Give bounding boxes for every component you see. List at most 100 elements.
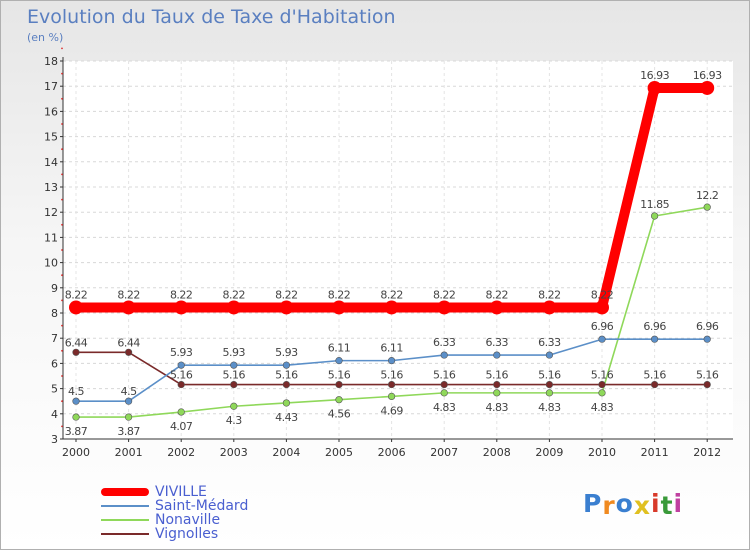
data-point xyxy=(437,300,452,315)
chart-subtitle: (en %) xyxy=(27,31,64,44)
data-label: 8.22 xyxy=(65,288,88,301)
y-tick-label: 7 xyxy=(51,332,58,345)
data-label: 6.96 xyxy=(643,320,666,333)
legend-item-vignolles: Vignolles xyxy=(101,527,248,541)
logo-letter: o xyxy=(615,489,634,518)
data-label: 5.16 xyxy=(538,369,561,382)
x-tick-label: 2002 xyxy=(167,446,195,459)
data-point xyxy=(440,389,448,397)
y-tick-label: 11 xyxy=(44,231,58,244)
y-minor-tick xyxy=(61,400,63,403)
y-minor-tick xyxy=(61,173,63,176)
data-label: 4.3 xyxy=(226,414,242,427)
y-tick-label: 8 xyxy=(51,307,58,320)
data-point xyxy=(595,300,609,315)
x-tick-label: 2008 xyxy=(483,446,511,459)
legend-swatch-nonaville xyxy=(101,519,149,521)
legend: VIVILLE Saint-Médard Nonaville Vignolles xyxy=(101,485,248,541)
data-label: 4.43 xyxy=(275,411,298,424)
y-tick-label: 17 xyxy=(44,80,58,93)
data-label: 5.16 xyxy=(433,369,456,382)
data-point xyxy=(282,399,291,407)
y-tick-label: 14 xyxy=(44,156,58,169)
y-minor-tick xyxy=(61,72,63,75)
data-point xyxy=(230,380,238,389)
data-point xyxy=(647,80,662,95)
x-tick-label: 2006 xyxy=(378,446,406,459)
data-point xyxy=(545,351,554,359)
logo-letter: i xyxy=(673,489,684,518)
chart-title: Evolution du Taux de Taxe d'Habitation xyxy=(27,6,396,28)
data-point xyxy=(335,380,343,389)
data-label: 5.93 xyxy=(275,346,298,359)
data-point xyxy=(177,408,185,416)
data-label: 5.93 xyxy=(223,346,246,359)
data-label: 8.22 xyxy=(433,288,456,301)
legend-label-nonaville: Nonaville xyxy=(155,512,221,528)
data-label: 3.87 xyxy=(65,425,88,438)
legend-label-vignolles: Vignolles xyxy=(155,526,219,542)
data-point xyxy=(174,300,189,315)
data-label: 5.16 xyxy=(380,369,403,382)
y-tick-label: 6 xyxy=(51,357,58,370)
legend-swatch-saint-medard xyxy=(101,505,149,507)
data-label: 6.96 xyxy=(591,320,614,333)
data-point xyxy=(72,348,80,356)
y-tick-label: 10 xyxy=(44,257,58,270)
data-point xyxy=(493,351,501,359)
data-label: 8.22 xyxy=(328,288,351,301)
data-label: 5.16 xyxy=(696,369,719,382)
data-label: 6.11 xyxy=(328,342,351,355)
data-point xyxy=(545,389,554,397)
data-label: 8.22 xyxy=(591,288,614,301)
data-point xyxy=(177,361,185,369)
legend-swatch-vignolles xyxy=(101,533,149,535)
y-minor-tick xyxy=(61,97,63,100)
data-point xyxy=(124,397,133,405)
data-label: 4.5 xyxy=(68,385,84,398)
data-point xyxy=(384,300,399,315)
x-tick-label: 2000 xyxy=(62,446,90,459)
data-label: 6.44 xyxy=(117,336,140,349)
data-point xyxy=(493,389,501,397)
data-point xyxy=(650,212,659,220)
legend-swatch-viville xyxy=(101,488,149,496)
data-point xyxy=(332,300,346,315)
data-label: 5.16 xyxy=(275,369,298,382)
data-label: 6.11 xyxy=(380,342,403,355)
data-label: 8.22 xyxy=(486,288,509,301)
data-label: 3.87 xyxy=(117,425,140,438)
data-point xyxy=(440,380,448,389)
data-point xyxy=(440,351,448,359)
data-point xyxy=(279,300,294,315)
y-tick-label: 12 xyxy=(44,206,58,219)
y-minor-tick xyxy=(61,198,63,201)
data-label: 5.16 xyxy=(170,369,193,382)
logo-letter: x xyxy=(633,491,651,520)
data-label: 8.22 xyxy=(170,288,193,301)
data-point xyxy=(230,402,238,410)
y-minor-tick xyxy=(61,47,63,50)
data-point xyxy=(703,203,711,211)
y-minor-tick xyxy=(61,249,63,251)
proxiti-logo: Proxiti xyxy=(583,489,684,520)
data-point xyxy=(335,357,343,365)
data-point xyxy=(72,397,80,405)
data-point xyxy=(72,413,80,421)
data-point xyxy=(226,300,241,315)
data-point xyxy=(69,300,83,315)
data-point xyxy=(335,396,343,404)
data-label: 12.2 xyxy=(696,189,719,202)
data-label: 5.16 xyxy=(223,369,246,382)
data-label: 8.22 xyxy=(275,288,298,301)
x-tick-label: 2005 xyxy=(325,446,353,459)
data-point xyxy=(598,335,606,343)
data-point xyxy=(124,413,133,421)
data-point xyxy=(177,380,185,389)
legend-label-viville: VIVILLE xyxy=(155,484,207,500)
y-minor-tick xyxy=(61,324,63,327)
legend-label-saint-medard: Saint-Médard xyxy=(155,498,249,514)
data-point xyxy=(545,380,554,389)
